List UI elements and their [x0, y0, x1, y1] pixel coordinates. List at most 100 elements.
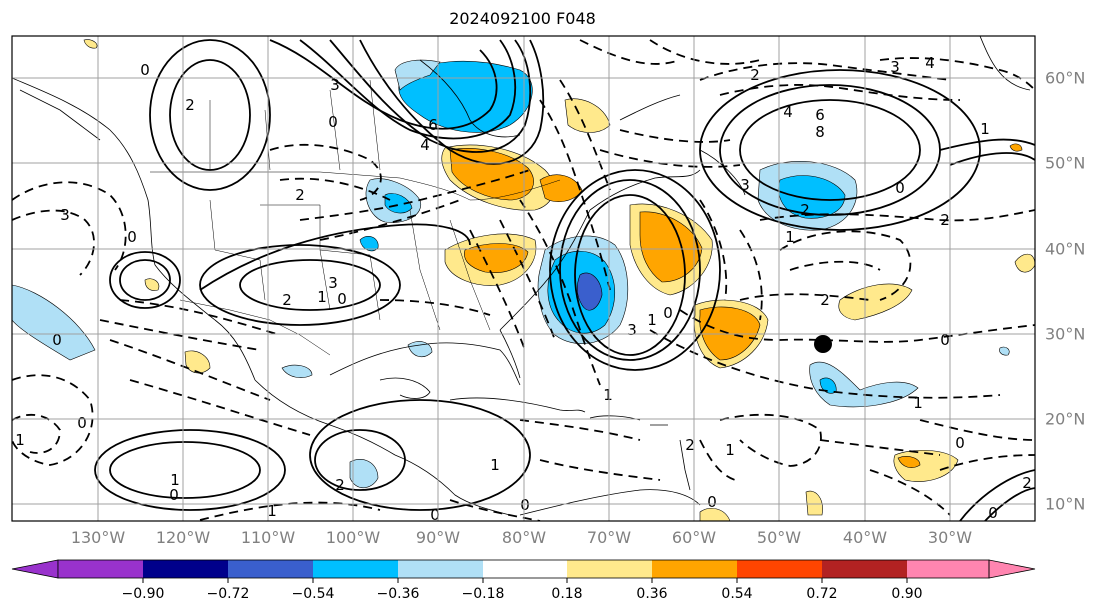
contour-coastal-low [574, 194, 686, 356]
contour-label: 0 [955, 434, 965, 452]
contour-trough-hudson [269, 39, 498, 130]
colorbar-tick-label: −0.90 [121, 586, 165, 602]
contour-label: 0 [127, 228, 137, 246]
contour-caribbean-high [109, 441, 261, 499]
contour-label: 2 [335, 476, 345, 494]
coast-labrador [619, 94, 681, 121]
colorbar-swatch [737, 560, 822, 578]
colorbar-swatch [822, 560, 907, 578]
contour-label: 0 [663, 304, 673, 322]
colorbar-frame [57, 559, 990, 579]
negative-anomaly-pacific [12, 284, 96, 361]
positive-anomaly-quebec [539, 174, 583, 203]
colorbar-extend-low [11, 559, 59, 579]
coast-hudson-bay [419, 59, 521, 138]
border-us-mexico [179, 299, 331, 356]
colorbar-tick-label: 0.54 [721, 586, 753, 602]
positive-anomaly-baja [144, 278, 160, 291]
graticule [12, 36, 1035, 521]
contour-label: 0 [140, 61, 150, 79]
colorbar-swatch [228, 560, 313, 578]
contour-label: 0 [52, 331, 62, 349]
contour-label: 0 [169, 486, 179, 504]
coast-yucatan [379, 377, 431, 399]
longitude-label: 70°W [586, 528, 632, 547]
longitude-label: 40°W [842, 528, 888, 547]
latitude-label: 60°N [1045, 68, 1086, 88]
contour-label: 2 [800, 201, 810, 219]
coast-alaska-islands [19, 89, 101, 141]
contour-label: 1 [170, 471, 180, 489]
negative-anomaly-plains [359, 236, 379, 252]
contour-label: 3 [890, 58, 900, 76]
coast-cuba [449, 397, 586, 413]
coastlines [12, 36, 1031, 516]
contour-label: 2 [820, 291, 830, 309]
contour-label: 0 [940, 331, 950, 349]
latitude-label: 40°N [1045, 239, 1086, 259]
longitude-label: 80°W [501, 528, 547, 547]
contour-high-south-us [239, 259, 381, 311]
positive-anomaly-mexico-west [184, 350, 211, 374]
contour-label: 0 [520, 496, 530, 514]
negative-anomaly-ne-canada-outer [394, 59, 441, 91]
longitude-label: 100°W [325, 528, 381, 547]
positive-anomaly-south [805, 490, 823, 516]
negative-anomaly-atlantic-coast-peak [576, 272, 603, 311]
contour-label: 6 [428, 116, 438, 134]
latitude-label: 20°N [1045, 409, 1086, 429]
colorbar-tick-label: −0.72 [206, 586, 250, 602]
contour-label: 0 [707, 493, 717, 511]
contour-label: 2 [295, 186, 305, 204]
coast-south-america [519, 489, 701, 516]
contour-label: 0 [988, 504, 998, 522]
negative-anomaly-gulf [407, 341, 433, 358]
colorbar-swatch [652, 560, 737, 578]
contour-label: 8 [815, 123, 825, 141]
colorbar-swatch [567, 560, 652, 578]
longitude-label: 110°W [240, 528, 296, 547]
positive-anomaly-west-atlantic [639, 211, 703, 283]
negative-anomaly-central-america [349, 458, 379, 489]
contour-label: 2 [1022, 474, 1032, 492]
positive-anomaly-ne-pacific [83, 39, 98, 49]
contour-high-north-atlantic [739, 99, 921, 201]
contour-label: 0 [77, 414, 87, 432]
contour-label: 1 [603, 386, 613, 404]
map-title: 2024092100 F048 [449, 9, 596, 28]
negative-anomaly-mexico [281, 364, 313, 378]
colorbar-ticks [142, 578, 908, 583]
colorbar-tick-label: 0.90 [891, 586, 923, 602]
contour-label: 1 [490, 456, 500, 474]
map-frame [11, 35, 1036, 522]
coast-lesser-antilles [679, 439, 691, 491]
contour-label: 1 [647, 311, 657, 329]
latitude-label: 10°N [1045, 494, 1086, 514]
negative-anomaly-north-atlantic-core [778, 175, 846, 219]
coast-central-america [394, 454, 511, 516]
positive-anomaly-south-2 [699, 508, 731, 521]
contour-label: 3 [328, 274, 338, 292]
colorbar-swatch [58, 560, 143, 578]
colorbar-swatch [483, 560, 567, 578]
colorbar [11, 559, 1036, 583]
negative-anomaly-ne-canada [398, 61, 533, 133]
coast-pacific-northwest [12, 77, 156, 266]
contour-label-group: 2 0 0 3 6 4 2 3 0 2 1 0 3 0 1 0 1 0 2 1 … [15, 54, 1032, 522]
contour-label: 3 [740, 176, 750, 194]
location-marker [814, 335, 832, 353]
colorbar-extend-high [988, 559, 1036, 579]
colorbar-swatch [398, 560, 483, 578]
colorbar-swatch [143, 560, 228, 578]
latitude-label: 30°N [1045, 324, 1086, 344]
contour-label: 2 [685, 436, 695, 454]
colorbar-tick-label: −0.18 [461, 586, 505, 602]
shaded-anomalies [12, 39, 1035, 521]
contour-label: 1 [913, 394, 923, 412]
longitude-label: 120°W [155, 528, 211, 547]
contour-label: 1 [15, 431, 25, 449]
colorbar-swatch [313, 560, 398, 578]
positive-anomaly-cape-verde-core [897, 456, 921, 468]
dashed-contours [12, 39, 1035, 521]
contour-label: 1 [785, 228, 795, 246]
